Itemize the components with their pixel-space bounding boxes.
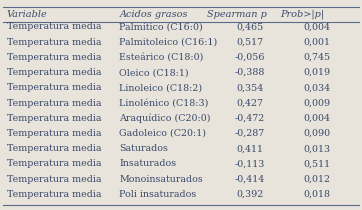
Text: 0,392: 0,392 — [236, 190, 264, 199]
Text: Araquídico (C20:0): Araquídico (C20:0) — [119, 114, 211, 123]
Text: Temperatura media: Temperatura media — [7, 175, 101, 184]
Text: -0,287: -0,287 — [235, 129, 265, 138]
Text: -0,056: -0,056 — [235, 53, 265, 62]
Text: 0,427: 0,427 — [236, 98, 263, 108]
Text: 0,009: 0,009 — [303, 98, 330, 108]
Text: Palmítico (C16:0): Palmítico (C16:0) — [119, 22, 203, 31]
Text: Temperatura media: Temperatura media — [7, 159, 101, 168]
Text: Palmitoleico (C16:1): Palmitoleico (C16:1) — [119, 38, 218, 47]
Text: Temperatura media: Temperatura media — [7, 190, 101, 199]
Text: 0,745: 0,745 — [303, 53, 330, 62]
Text: Oleico (C18:1): Oleico (C18:1) — [119, 68, 189, 77]
Text: 0,465: 0,465 — [236, 22, 264, 31]
Text: 0,517: 0,517 — [236, 38, 263, 47]
Text: 0,004: 0,004 — [303, 22, 330, 31]
Text: Monoinsaturados: Monoinsaturados — [119, 175, 203, 184]
Text: Temperatura media: Temperatura media — [7, 83, 101, 92]
Text: Acidos grasos: Acidos grasos — [119, 10, 188, 19]
Text: 0,004: 0,004 — [303, 114, 330, 123]
Text: Esteárico (C18:0): Esteárico (C18:0) — [119, 53, 204, 62]
Text: 0,019: 0,019 — [303, 68, 330, 77]
Text: Variable: Variable — [7, 10, 47, 19]
Text: -0,414: -0,414 — [235, 175, 265, 184]
Text: Saturados: Saturados — [119, 144, 168, 153]
Text: Temperatura media: Temperatura media — [7, 144, 101, 153]
Text: Temperatura media: Temperatura media — [7, 22, 101, 31]
Text: Insaturados: Insaturados — [119, 159, 177, 168]
Text: 0,511: 0,511 — [303, 159, 330, 168]
Text: Spearman p: Spearman p — [207, 10, 267, 19]
Text: Temperatura media: Temperatura media — [7, 98, 101, 108]
Text: Gadoleico (C20:1): Gadoleico (C20:1) — [119, 129, 206, 138]
Text: 0,012: 0,012 — [303, 175, 330, 184]
Text: -0,113: -0,113 — [235, 159, 265, 168]
Text: Linolénico (C18:3): Linolénico (C18:3) — [119, 98, 209, 108]
Text: Temperatura media: Temperatura media — [7, 53, 101, 62]
Text: 0,013: 0,013 — [303, 144, 330, 153]
Text: 0,411: 0,411 — [236, 144, 263, 153]
Text: 0,090: 0,090 — [303, 129, 330, 138]
Text: 0,354: 0,354 — [236, 83, 264, 92]
Text: 0,001: 0,001 — [303, 38, 330, 47]
Text: Prob>|p|: Prob>|p| — [280, 10, 324, 20]
Text: -0,388: -0,388 — [235, 68, 265, 77]
Text: 0,034: 0,034 — [303, 83, 330, 92]
Text: Temperatura media: Temperatura media — [7, 114, 101, 123]
Text: Poli insaturados: Poli insaturados — [119, 190, 197, 199]
Text: Temperatura media: Temperatura media — [7, 129, 101, 138]
Text: Temperatura media: Temperatura media — [7, 38, 101, 47]
Text: 0,018: 0,018 — [303, 190, 330, 199]
Text: -0,472: -0,472 — [235, 114, 265, 123]
Text: Temperatura media: Temperatura media — [7, 68, 101, 77]
Text: Linoleico (C18:2): Linoleico (C18:2) — [119, 83, 203, 92]
